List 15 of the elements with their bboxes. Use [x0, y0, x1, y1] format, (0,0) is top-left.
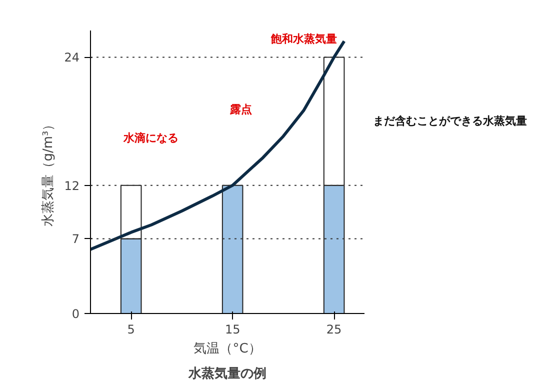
text: まだ含むことができる水蒸気量 [372, 114, 527, 128]
annotation: 露点 [229, 103, 252, 116]
y-tick-label: 0 [72, 307, 80, 321]
y-tick-label: 12 [64, 178, 80, 193]
y-tick-label: 24 [64, 50, 80, 65]
x-tick-label: 15 [224, 322, 240, 336]
x-tick-label: 5 [127, 322, 135, 336]
text: 水蒸気量の例 [188, 366, 266, 382]
x-axis-title: 気温（°C） [194, 342, 262, 356]
y-tick-label: 7 [72, 232, 80, 246]
annotation: 飽和水蒸気量 [270, 32, 338, 46]
bar [222, 184, 244, 314]
x-tick-label: 25 [326, 322, 342, 336]
y-axis-title: 水蒸気量（g/m³） [41, 118, 56, 226]
annotation: 水滴になる [122, 132, 178, 145]
